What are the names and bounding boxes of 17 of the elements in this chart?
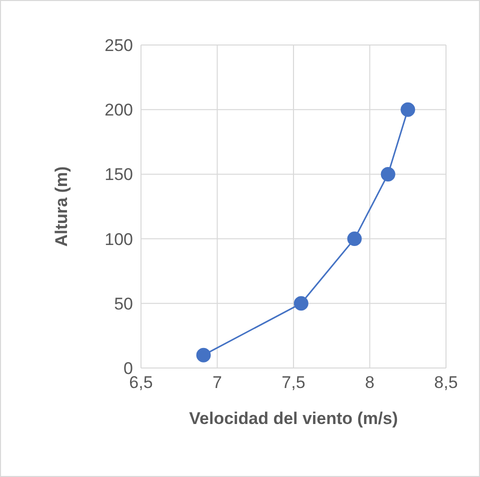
- point: [196, 348, 211, 362]
- point: [380, 166, 396, 182]
- y-tick-label: 100: [104, 230, 133, 249]
- y-axis-title: Altura (m): [52, 166, 72, 247]
- x-axis-title: Velocidad del viento (m/s): [189, 409, 398, 428]
- y-tick-label: 200: [104, 100, 133, 120]
- point: [400, 102, 416, 117]
- point: [347, 232, 362, 246]
- x-tick-label: 8: [365, 373, 374, 392]
- y-tick-label: 150: [104, 165, 133, 184]
- x-tick-label: 7,5: [282, 373, 306, 392]
- x-tick-label: 6,5: [129, 373, 153, 392]
- x-tick-label: 7: [212, 373, 222, 392]
- x-tick-label: 8,5: [434, 373, 458, 392]
- y-tick-label: 50: [114, 294, 133, 314]
- point: [294, 296, 308, 311]
- y-tick-label: 250: [104, 36, 133, 56]
